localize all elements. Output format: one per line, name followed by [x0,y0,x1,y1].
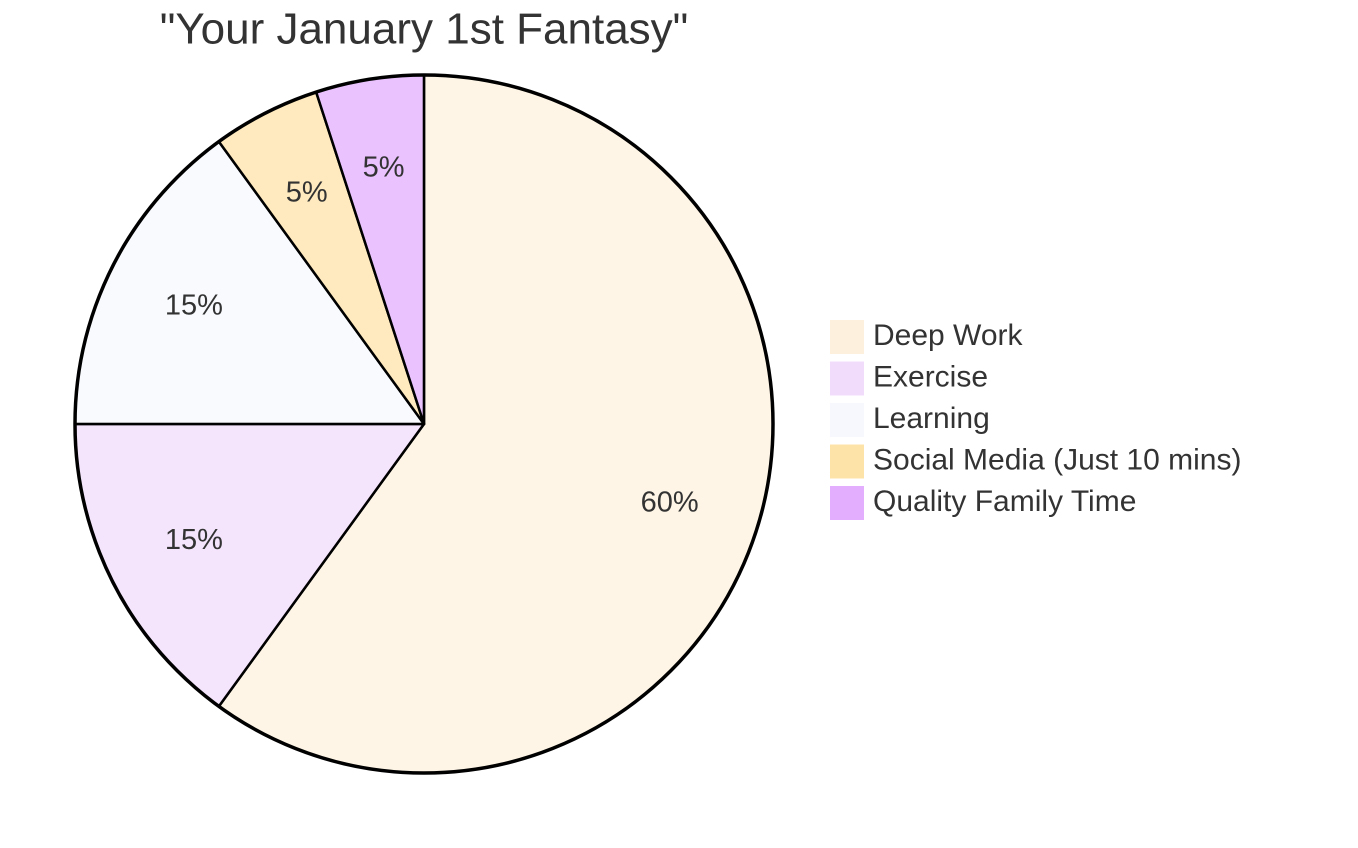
legend-swatch [830,444,864,479]
chart-title: "Your January 1st Fantasy" [160,5,689,54]
value-label: 5% [363,152,405,184]
legend-swatch [830,486,864,520]
legend-swatch [830,403,864,437]
legend-swatch [830,320,864,354]
legend-label: Learning [873,402,990,435]
legend-label: Quality Family Time [873,485,1136,518]
value-label: 60% [641,486,699,518]
value-label: 15% [165,289,223,321]
legend-label: Social Media (Just 10 mins) [873,443,1241,476]
value-label: 15% [165,524,223,556]
value-label: 5% [286,177,328,209]
pie-outline [73,73,775,775]
legend-label: Deep Work [873,319,1024,352]
legend-label: Exercise [873,360,988,393]
legend-swatch [830,361,864,396]
